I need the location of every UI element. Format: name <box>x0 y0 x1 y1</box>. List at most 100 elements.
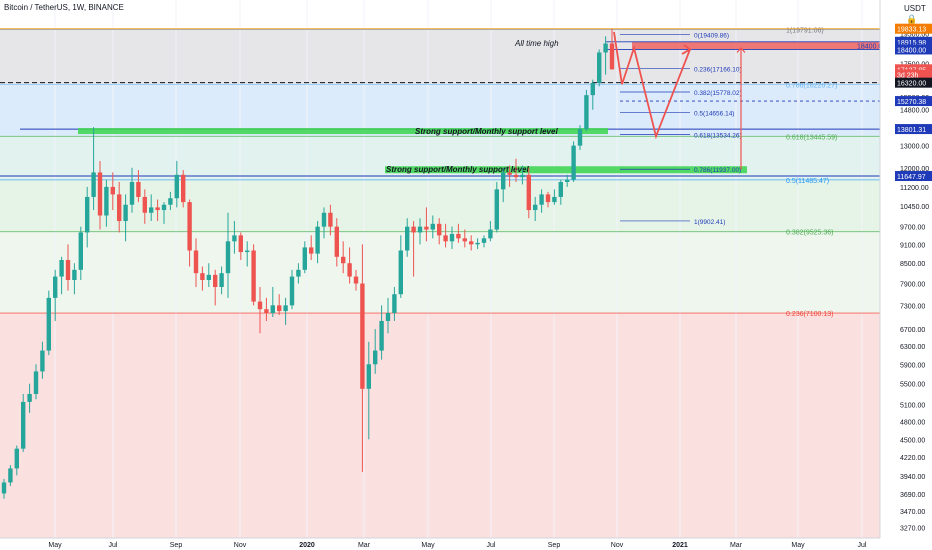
support-label: Strong support/Monthly support level <box>386 165 529 174</box>
candle-body <box>366 364 371 389</box>
candle-body <box>334 226 339 257</box>
price-badge <box>895 171 932 182</box>
projection-arrowhead <box>681 44 692 55</box>
candle-body <box>481 238 487 243</box>
x-tick-label: May <box>791 542 805 549</box>
ath-label: All time high <box>514 39 559 48</box>
candle-body <box>270 305 275 314</box>
x-tick-label: May <box>48 542 62 549</box>
candle-body <box>206 274 211 281</box>
candle-body <box>584 95 589 130</box>
candle-body <box>40 350 45 372</box>
fib-zone <box>0 313 880 538</box>
candle-body <box>142 196 147 213</box>
fib-right-label: 0.618(13445.59) <box>786 134 837 141</box>
y-axis-bg <box>880 0 932 550</box>
candle-body <box>174 174 179 199</box>
price-badge-label: 13801.31 <box>897 127 926 134</box>
candle-body <box>475 242 480 245</box>
candle-body <box>603 43 608 53</box>
candle-body <box>136 181 141 197</box>
candle-body <box>552 196 557 203</box>
candle-body <box>14 448 19 469</box>
x-tick-label: Nov <box>611 542 624 549</box>
fib-small-label: 0(19409.86) <box>694 33 729 40</box>
candle-body <box>597 52 602 84</box>
y-tick-label: 4500.00 <box>900 437 925 444</box>
candle-body <box>27 393 32 402</box>
x-tick-label: Mar <box>358 542 371 549</box>
support-label: Strong support/Monthly support level <box>415 127 558 136</box>
y-tick-label: 9100.00 <box>900 242 925 249</box>
candle-body <box>59 259 64 277</box>
candle-body <box>373 350 378 365</box>
x-tick-label: Jul <box>858 542 867 549</box>
candle-body <box>289 276 295 306</box>
support-bar <box>78 128 608 135</box>
candle-body <box>513 174 519 178</box>
candle-body <box>590 83 595 96</box>
fib-small-label: 0.786(11937.00) <box>694 167 741 174</box>
fib-right-label: 0.5(11485.47) <box>786 178 829 185</box>
y-tick-label: 5100.00 <box>900 403 925 410</box>
fib-right-label: 0.236(7100.13) <box>786 311 833 318</box>
candle-body <box>78 232 83 270</box>
candle-body <box>129 181 135 205</box>
candle-body <box>609 43 615 70</box>
candle-body <box>353 276 359 284</box>
y-tick-label: 7300.00 <box>900 303 925 310</box>
candle-body <box>251 250 256 302</box>
y-tick-label: 3270.00 <box>900 526 925 533</box>
fib-small-label: 0.5(14656.14) <box>694 110 734 117</box>
x-tick-label: 2021 <box>672 542 688 549</box>
y-tick-label: 12000.00 <box>900 166 929 173</box>
candle-body <box>85 196 90 233</box>
candle-body <box>168 198 173 205</box>
fib-zone <box>0 29 880 85</box>
candle-body <box>360 283 365 389</box>
fib-small-label: 0.382(15778.02) <box>694 90 742 97</box>
candle-body <box>385 313 391 321</box>
price-badge <box>895 36 932 47</box>
candle-body <box>117 194 122 222</box>
x-tick-label: Sep <box>548 542 561 549</box>
symbol-title: Bitcoin / TetherUS, 1W, BINANCE <box>4 3 124 12</box>
candle-body <box>97 172 103 216</box>
price-badge-label: 15270.38 <box>897 99 926 106</box>
candle-body <box>577 129 583 146</box>
y-tick-label: 19500.00 <box>900 31 929 38</box>
lock-icon[interactable]: 🔒 <box>906 14 918 24</box>
price-badge <box>895 44 932 55</box>
fib-zone <box>0 231 880 314</box>
y-tick-label: 5500.00 <box>900 382 925 389</box>
candle-body <box>430 223 435 230</box>
candle-body <box>225 241 231 274</box>
candle-body <box>437 223 442 236</box>
x-axis-bg <box>0 538 932 550</box>
candle-body <box>104 186 109 216</box>
candle-body <box>411 226 416 233</box>
price-badge <box>895 77 932 88</box>
currency-label[interactable]: USDT <box>904 4 926 13</box>
candle-body <box>526 174 531 211</box>
candle-body <box>501 172 506 190</box>
fib-small-label: 0.618(13534.26) <box>694 132 742 139</box>
y-tick-label: 3940.00 <box>900 474 925 481</box>
y-tick-label: 3470.00 <box>900 509 925 516</box>
candle-body <box>187 202 192 251</box>
y-tick-label: 5900.00 <box>900 362 925 369</box>
candle-body <box>219 273 224 288</box>
candle-body <box>379 320 384 351</box>
y-tick-label: 13000.00 <box>900 144 929 151</box>
candle-body <box>21 401 26 449</box>
candle-body <box>193 250 199 274</box>
candle-body <box>161 204 167 211</box>
price-badge-label: 3d 23h <box>897 73 919 80</box>
price-badge <box>895 124 932 135</box>
candle-body <box>449 233 455 242</box>
resistance-box <box>632 41 880 50</box>
candle-body <box>456 233 461 239</box>
fib-zone <box>0 84 880 137</box>
fib-right-label: 0.382(9525.36) <box>786 230 833 237</box>
